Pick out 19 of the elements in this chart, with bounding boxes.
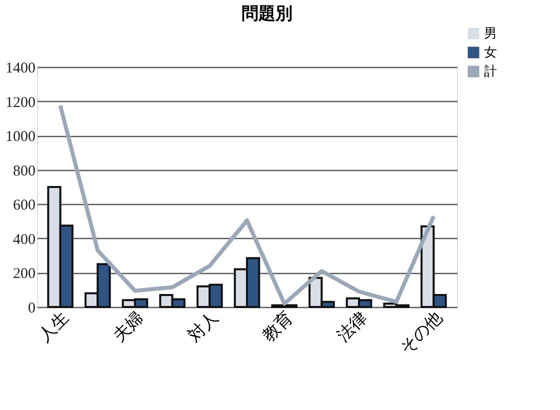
y-tick-label: 800 xyxy=(13,163,36,180)
x-tick-label: その他 xyxy=(396,308,446,358)
x-tick-label: 対人 xyxy=(184,308,222,346)
x-tick-label: 法律 xyxy=(334,308,372,346)
chart-title: 問題別 xyxy=(242,4,292,23)
x-tick-label: 人生 xyxy=(34,308,72,346)
y-tick-label: 0 xyxy=(28,300,36,316)
x-tick-label: 夫婦 xyxy=(110,308,148,346)
y-tick-label: 400 xyxy=(13,232,36,248)
y-tick-label: 1200 xyxy=(6,94,36,111)
y-tick-label: 1000 xyxy=(6,129,36,146)
line-series xyxy=(58,104,436,306)
legend-label: 女 xyxy=(484,44,497,60)
legend-label: 計 xyxy=(484,64,497,78)
x-tick-label: 教育 xyxy=(258,308,296,346)
y-tick-label: 600 xyxy=(13,198,36,214)
legend-label: 男 xyxy=(484,26,497,40)
y-tick-label: 1400 xyxy=(6,60,36,76)
y-tick-label: 200 xyxy=(13,266,36,282)
